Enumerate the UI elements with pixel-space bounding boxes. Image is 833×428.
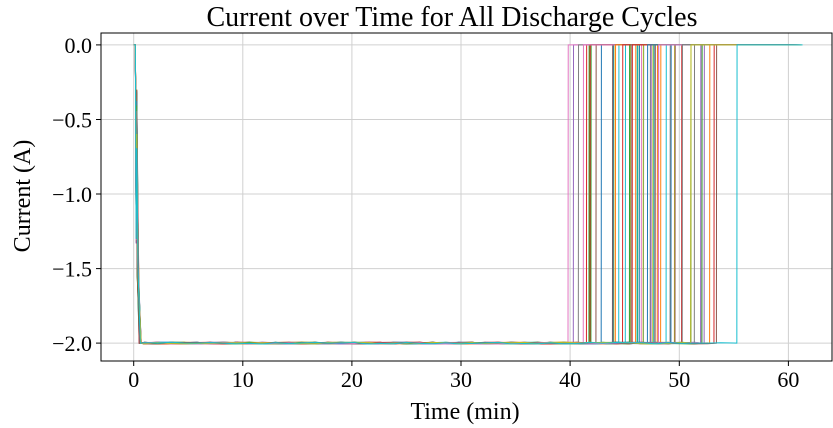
x-axis-label: Time (min) bbox=[410, 399, 519, 425]
y-tick-label: −1.5 bbox=[52, 257, 92, 282]
y-tick-label: 0.0 bbox=[65, 33, 93, 58]
series-layer bbox=[133, 44, 803, 345]
grid-layer bbox=[101, 33, 832, 361]
tick-layer: 0 10 20 30 40 50 60 0.0 −0.5 −1.0 −1.5 −2.0 bbox=[52, 33, 799, 392]
x-tick-label: 50 bbox=[668, 367, 690, 392]
cycle-series-line bbox=[133, 44, 803, 345]
x-tick-label: 40 bbox=[559, 367, 581, 392]
y-tick-label: −1.0 bbox=[52, 182, 92, 207]
x-tick-label: 10 bbox=[232, 367, 254, 392]
y-axis-label: Current (A) bbox=[10, 140, 36, 253]
x-tick-label: 0 bbox=[128, 367, 139, 392]
plot-frame bbox=[100, 32, 833, 362]
x-tick-label: 60 bbox=[777, 367, 799, 392]
y-tick-label: −0.5 bbox=[52, 108, 92, 133]
x-tick-label: 20 bbox=[341, 367, 363, 392]
y-tick-label: −2.0 bbox=[52, 331, 92, 356]
x-tick-label: 30 bbox=[450, 367, 472, 392]
chart-title: Current over Time for All Discharge Cycl… bbox=[207, 2, 698, 33]
